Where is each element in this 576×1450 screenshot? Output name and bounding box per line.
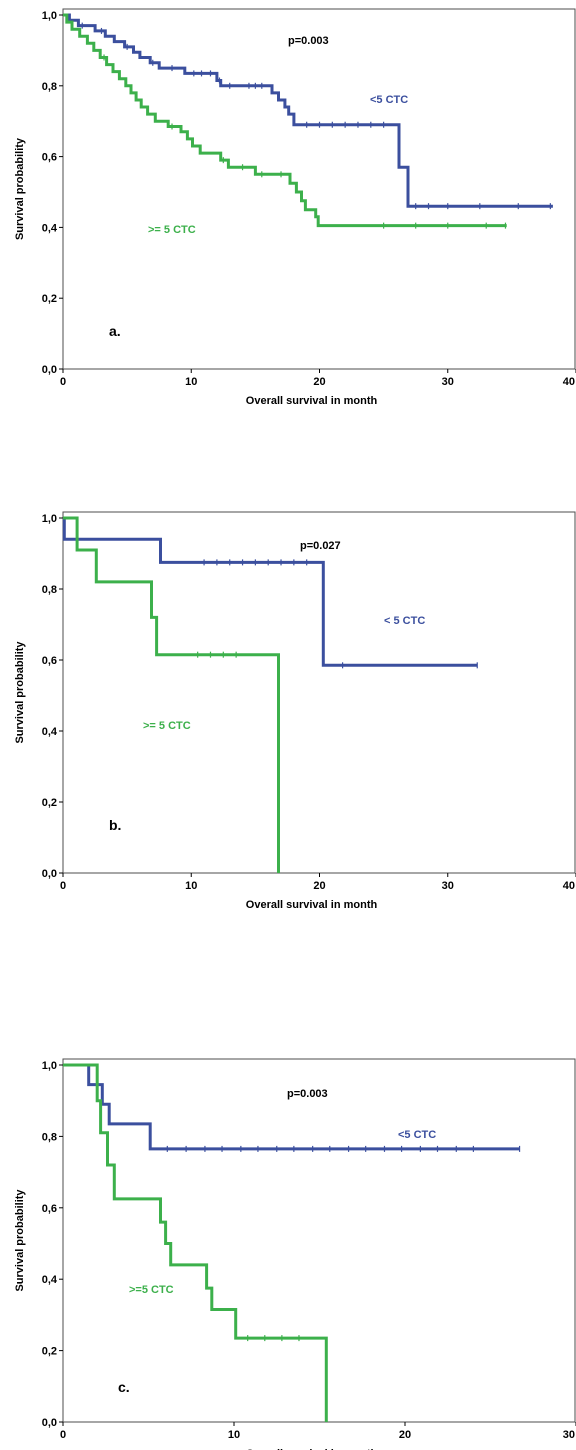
x-axis-title: Overall survival in month [246,899,378,911]
y-tick-label: 0,6 [42,1203,57,1215]
survival-curve-ge5-ctc [63,1063,328,1422]
y-axis-title: Survival probability [14,137,26,240]
x-tick-label: 0 [60,376,66,388]
p-value-label: p=0.003 [287,1088,328,1100]
p-value-label: p=0.027 [300,540,341,552]
plot-frame [62,1058,576,1423]
x-tick-label: 20 [313,376,325,388]
y-tick-label: 0,2 [42,1346,57,1358]
chart-panel-2: 0,0 0,2 0,4 0,6 0,8 1,0 0 10 20 30 40 Overall survi… [14,511,576,911]
y-tick-label: 1,0 [42,10,57,22]
y-tick-label: 0,0 [42,364,57,376]
y-tick-label: 0,4 [42,726,58,738]
x-tick-label: 0 [60,1429,66,1441]
survival-curve-lt5-ctc [62,516,478,667]
x-tick-label: 30 [442,376,454,388]
y-tick-label: 0,8 [42,1131,57,1143]
y-tick-label: 0,2 [42,797,57,809]
y-tick-label: 0,8 [42,584,57,596]
y-tick-label: 0,8 [42,81,57,93]
series-label: >= 5 CTC [143,720,191,732]
series-label: <5 CTC [398,1129,436,1141]
series-label: >=5 CTC [129,1284,174,1296]
x-axis-title: Overall survival in month [246,395,378,407]
y-axis-title: Survival probability [14,1189,26,1292]
survival-curve-ge5-ctc [63,13,507,228]
chart-panel-3: 0,0 0,2 0,4 0,6 0,8 1,0 0 10 20 30 Overall surviva… [14,1058,576,1450]
series-label: >= 5 CTC [148,224,196,236]
y-axis-title: Survival probability [14,641,26,744]
survival-curve-ge5-ctc [63,516,280,873]
x-tick-label: 10 [185,880,197,892]
x-tick-label: 10 [185,376,197,388]
panel-label: c. [118,1379,130,1395]
x-tick-label: 40 [563,880,575,892]
panel-label: b. [109,817,121,833]
plot-frame [62,8,576,370]
series-label: <5 CTC [370,94,408,106]
x-tick-label: 40 [563,376,575,388]
y-tick-label: 0,4 [42,1274,58,1286]
p-value-label: p=0.003 [288,35,329,47]
y-tick-label: 0,6 [42,152,57,164]
chart-panel-1: 0,0 0,2 0,4 0,6 0,8 1,0 0 10 20 30 40 Overall survi… [14,8,576,407]
panel-label: a. [109,323,121,339]
x-tick-label: 20 [313,880,325,892]
y-tick-label: 0,2 [42,293,57,305]
y-tick-label: 0,0 [42,868,57,880]
y-tick-label: 0,0 [42,1417,57,1429]
y-tick-label: 0,6 [42,655,57,667]
y-tick-label: 1,0 [42,1060,57,1072]
series-label: < 5 CTC [384,615,425,627]
plot-frame [62,511,576,874]
x-tick-label: 30 [563,1429,575,1441]
survival-curve-lt5-ctc [63,1063,520,1151]
y-tick-label: 1,0 [42,513,57,525]
y-tick-label: 0,4 [42,222,58,234]
x-tick-label: 30 [442,880,454,892]
x-tick-label: 20 [399,1429,411,1441]
x-tick-label: 10 [228,1429,240,1441]
x-tick-label: 0 [60,880,66,892]
x-axis-title: Overall survival in month [246,1448,378,1450]
